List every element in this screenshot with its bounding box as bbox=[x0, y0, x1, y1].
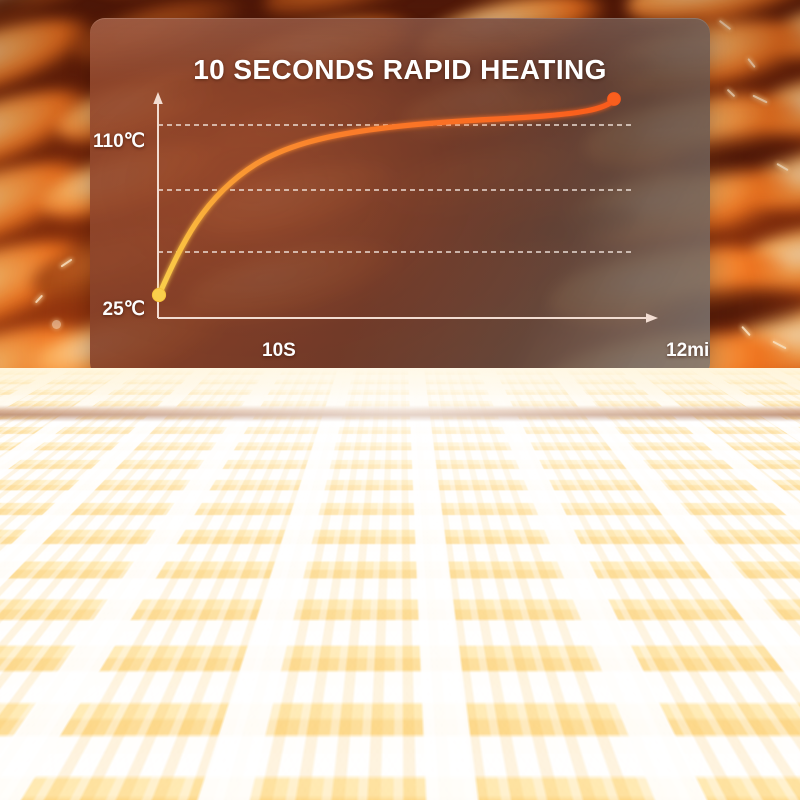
y-axis-arrow-head bbox=[153, 92, 163, 104]
chart-panel: 10 SECONDS RAPID HEATING bbox=[90, 18, 710, 378]
page-title: 10 SECONDS RAPID HEATING bbox=[193, 54, 607, 85]
y-axis-min-label: 25℃ bbox=[102, 299, 145, 320]
temperature-chart: 110℃ 25℃ 10S 12min bbox=[90, 18, 710, 378]
chart-svg bbox=[151, 92, 658, 323]
x-axis-start-label: 10S bbox=[262, 340, 296, 361]
curve-end-marker bbox=[607, 92, 621, 106]
chart-axes bbox=[157, 100, 650, 319]
curve-start-marker bbox=[151, 287, 167, 303]
chart-curve bbox=[156, 97, 617, 298]
heating-mat bbox=[0, 368, 800, 800]
x-axis-arrow-head bbox=[646, 313, 658, 323]
y-axis-max-label: 110℃ bbox=[93, 131, 145, 152]
x-axis-end-label: 12min bbox=[666, 340, 710, 361]
chart-gridlines bbox=[158, 124, 632, 253]
